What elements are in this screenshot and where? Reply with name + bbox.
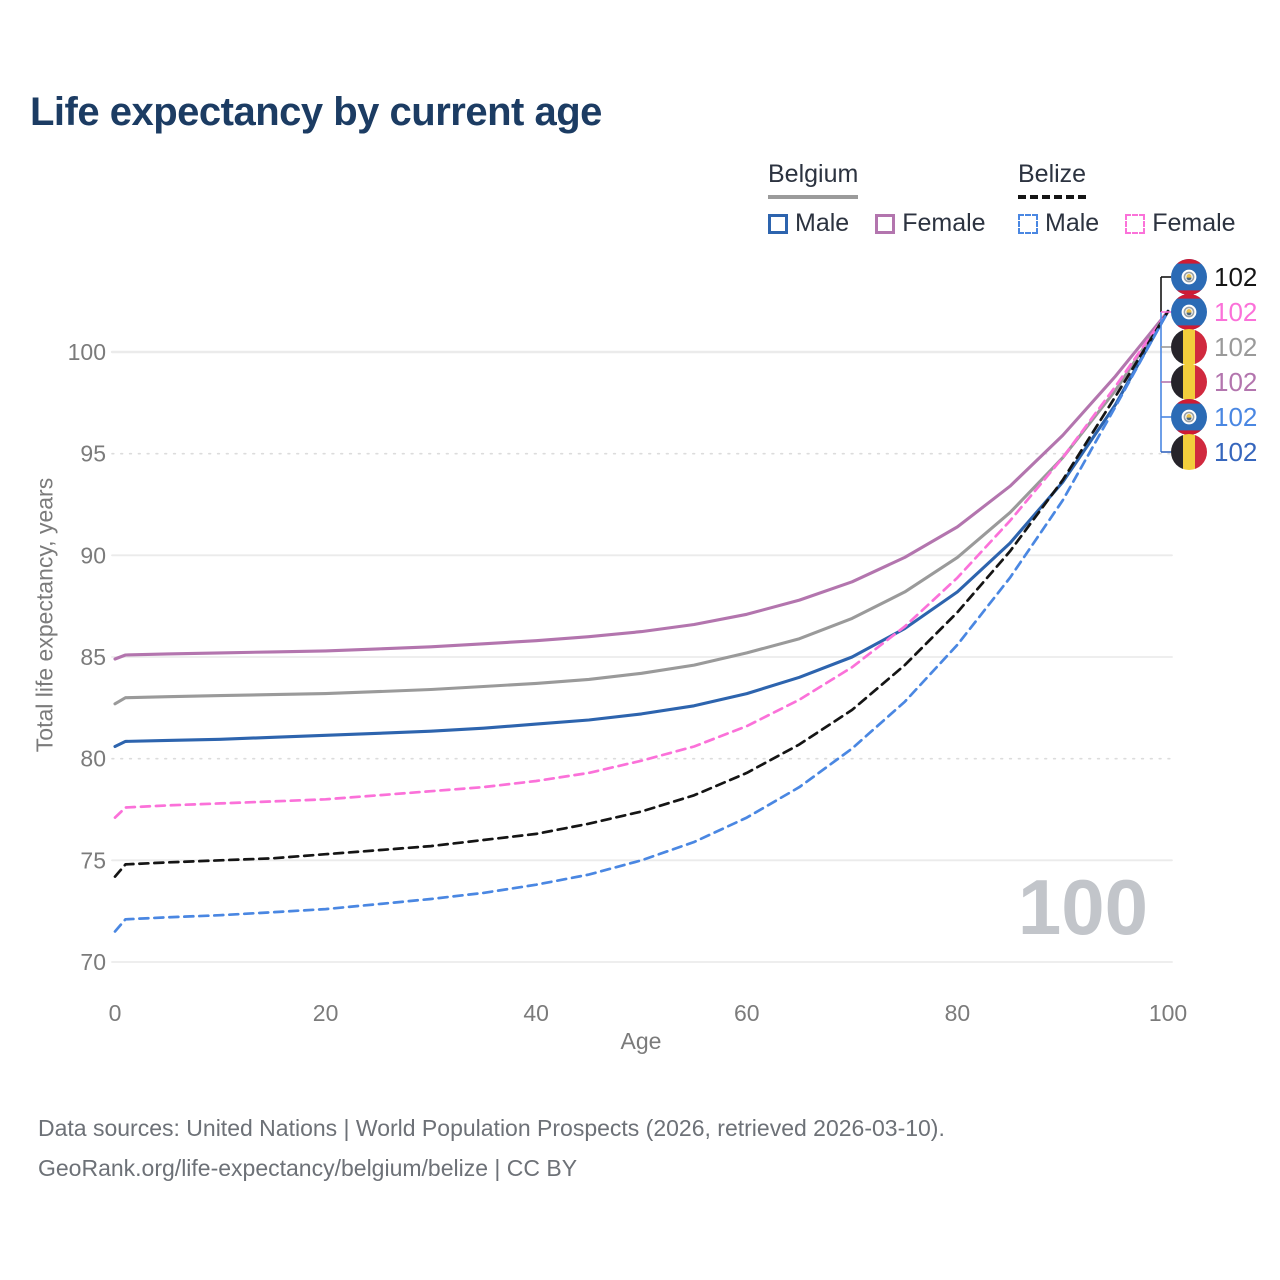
y-tick-100: 100 bbox=[68, 339, 106, 365]
end-value-belgium-total: 102 bbox=[1214, 332, 1257, 362]
line-belize-male bbox=[113, 309, 1170, 933]
legend-group-belize: Belize Male Female bbox=[1018, 160, 1236, 238]
legend-label-belize-female: Female bbox=[1152, 209, 1236, 237]
flag-belize-icon bbox=[1171, 259, 1207, 295]
legend-country-belgium: Belgium bbox=[768, 160, 859, 199]
x-tick-40: 40 bbox=[523, 1000, 549, 1026]
legend-label-belize-male: Male bbox=[1045, 209, 1100, 237]
x-tick-20: 20 bbox=[313, 1000, 339, 1026]
legend-swatch-belize-female bbox=[1125, 213, 1146, 234]
line-belize-total bbox=[113, 309, 1170, 878]
footer: Data sources: United Nations | World Pop… bbox=[38, 1108, 945, 1188]
legend-label-belgium-male: Male bbox=[795, 209, 850, 237]
flag-belgium-icon bbox=[1171, 364, 1207, 400]
line-belgium-total bbox=[113, 309, 1170, 706]
end-value-belgium-male: 102 bbox=[1214, 437, 1257, 467]
y-tick-70: 70 bbox=[80, 949, 106, 975]
end-value-belgium-female: 102 bbox=[1214, 367, 1257, 397]
y-tick-85: 85 bbox=[80, 644, 106, 670]
age-indicator: 100 bbox=[1017, 863, 1148, 951]
legend-item-belize-female[interactable]: Female bbox=[1125, 209, 1236, 238]
legend-swatch-belize-male bbox=[1018, 213, 1038, 234]
flag-belize-icon bbox=[1171, 294, 1207, 330]
end-value-belize-female: 102 bbox=[1214, 297, 1257, 327]
x-tick-0: 0 bbox=[109, 1000, 122, 1026]
legend-label-belgium-female: Female bbox=[902, 209, 986, 237]
flag-belgium-icon bbox=[1171, 434, 1207, 470]
legend-item-belgium-female[interactable]: Female bbox=[875, 209, 986, 238]
legend-group-belgium: Belgium Male Female bbox=[768, 160, 986, 238]
page-title: Life expectancy by current age bbox=[30, 90, 602, 134]
y-tick-80: 80 bbox=[80, 746, 106, 772]
y-axis-title: Total life expectancy, years bbox=[31, 477, 58, 753]
line-belgium-female bbox=[113, 309, 1170, 661]
y-tick-75: 75 bbox=[80, 847, 106, 873]
line-belize-female bbox=[113, 309, 1170, 819]
legend-item-belize-male[interactable]: Male bbox=[1018, 209, 1099, 238]
y-tick-95: 95 bbox=[80, 441, 106, 467]
end-value-belize-total: 102 bbox=[1214, 262, 1257, 292]
flag-belgium-icon bbox=[1171, 329, 1207, 365]
footer-attribution: GeoRank.org/life-expectancy/belgium/beli… bbox=[38, 1155, 578, 1181]
x-axis-title: Age bbox=[620, 1028, 662, 1054]
legend-item-belgium-male[interactable]: Male bbox=[768, 209, 849, 238]
legend-swatch-belgium-male bbox=[768, 213, 788, 234]
x-tick-80: 80 bbox=[945, 1000, 971, 1026]
x-tick-60: 60 bbox=[734, 1000, 760, 1026]
flag-belize-icon bbox=[1171, 399, 1207, 435]
y-tick-90: 90 bbox=[80, 542, 106, 568]
line-belgium-male bbox=[113, 309, 1170, 749]
legend-swatch-belgium-female bbox=[875, 213, 896, 234]
x-tick-100: 100 bbox=[1149, 1000, 1187, 1026]
end-value-belize-male: 102 bbox=[1214, 402, 1257, 432]
legend-country-belize: Belize bbox=[1018, 160, 1087, 199]
footer-data-sources: Data sources: United Nations | World Pop… bbox=[38, 1115, 945, 1141]
